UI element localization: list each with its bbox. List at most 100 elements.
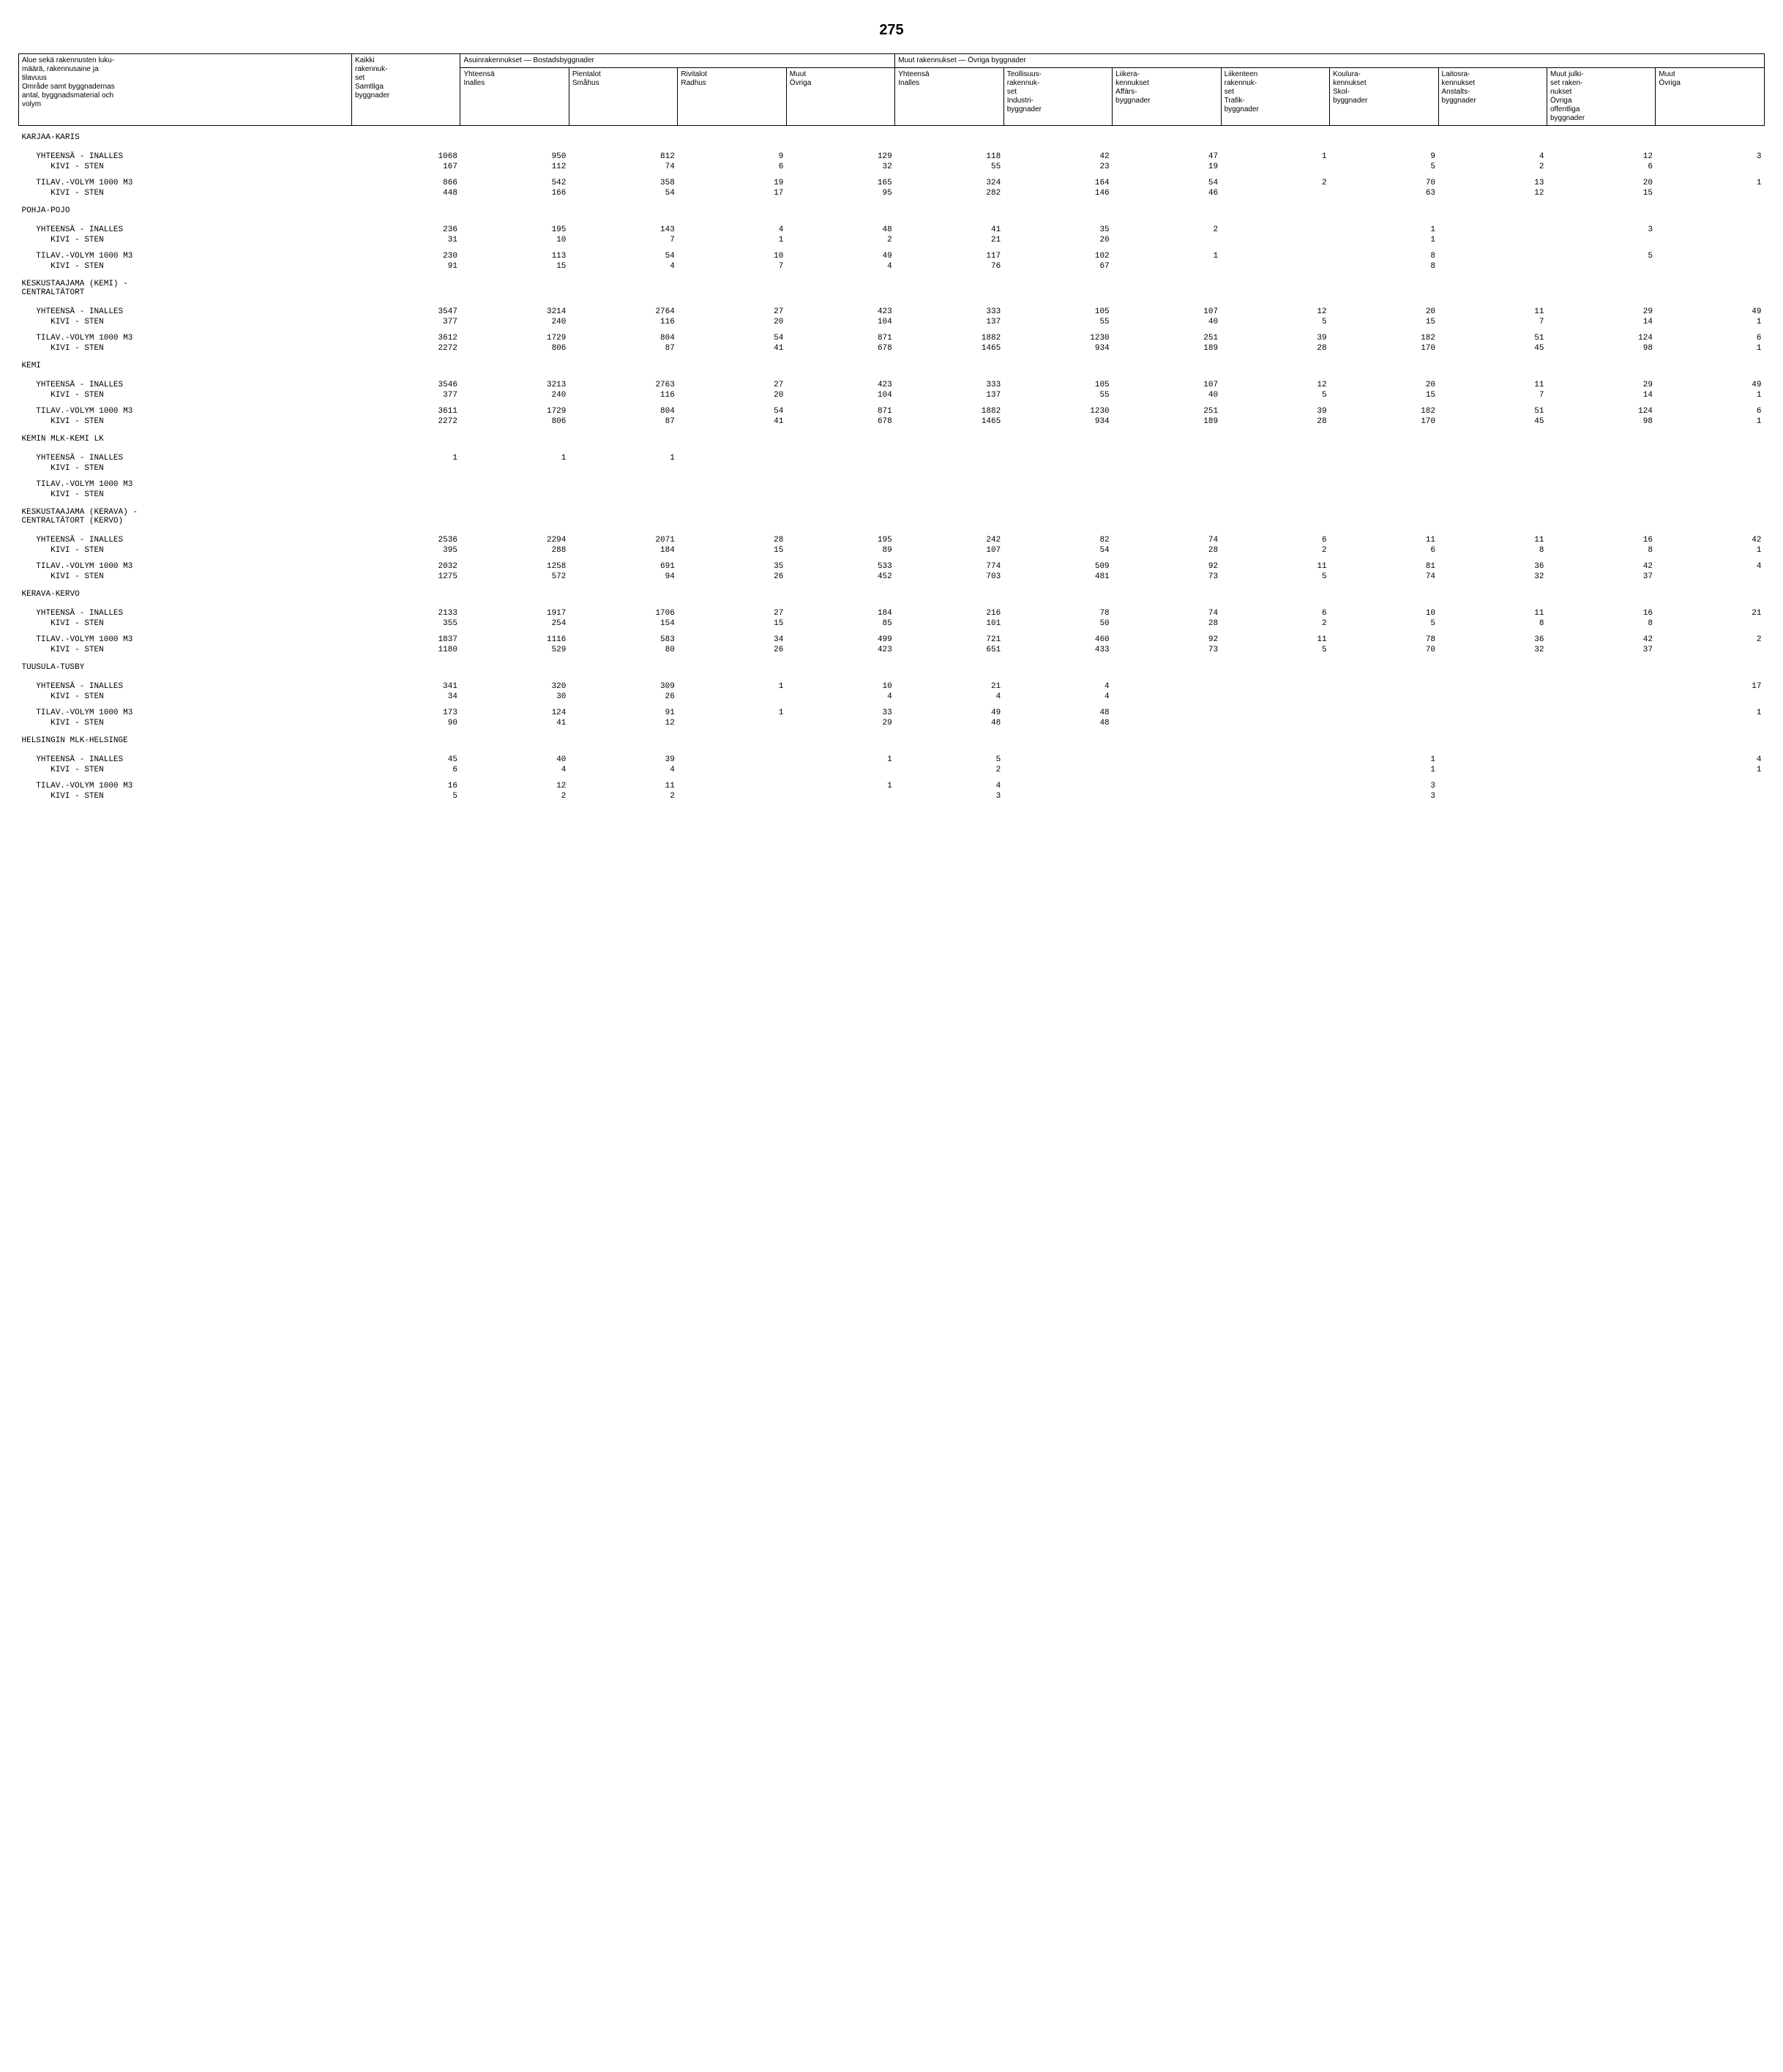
cell: 82 [1003, 530, 1112, 545]
row-label: TILAV.-VOLYM 1000 M3 [19, 173, 352, 188]
cell: 32 [1438, 572, 1547, 583]
cell: 542 [460, 173, 569, 188]
cell: 3612 [351, 328, 460, 343]
table-row: KIVI - STEN3772401162010413755405157141 [19, 390, 1765, 401]
cell: 341 [351, 676, 460, 692]
cell: 2272 [351, 343, 460, 354]
section-title: KESKUSTAAJAMA (KERAVA) - CENTRALTÄTORT (… [19, 501, 1765, 530]
table-row: KIVI - STEN16711274632552319526 [19, 162, 1765, 173]
cell: 3547 [351, 302, 460, 317]
row-label: KIVI - STEN [19, 545, 352, 556]
table-row: KIVI - STEN44816654179528214646631215 [19, 188, 1765, 199]
cell: 80 [569, 645, 677, 656]
cell: 37 [1547, 645, 1655, 656]
cell: 12 [1547, 146, 1655, 162]
cell: 4 [678, 220, 786, 235]
cell [1113, 718, 1221, 729]
row-label: KIVI - STEN [19, 390, 352, 401]
cell: 16 [351, 776, 460, 791]
row-label: KIVI - STEN [19, 618, 352, 629]
cell: 804 [569, 328, 677, 343]
cell: 934 [1003, 416, 1112, 427]
table-row: KIVI - STEN22728068741678146593418928170… [19, 416, 1765, 427]
cell: 48 [1003, 703, 1112, 718]
cell: 6 [1330, 545, 1438, 556]
cell [1547, 490, 1655, 501]
cell: 1 [1656, 545, 1765, 556]
cell: 74 [1113, 530, 1221, 545]
cell [1438, 474, 1547, 490]
cell: 42 [1003, 146, 1112, 162]
cell: 1 [1330, 765, 1438, 776]
row-label: TILAV.-VOLYM 1000 M3 [19, 474, 352, 490]
cell: 16 [1547, 603, 1655, 618]
cell: 70 [1330, 173, 1438, 188]
cell: 804 [569, 401, 677, 416]
cell: 154 [569, 618, 677, 629]
cell: 14 [1547, 317, 1655, 328]
cell [1438, 246, 1547, 261]
cell: 27 [678, 603, 786, 618]
cell: 40 [460, 749, 569, 765]
section-title-row: POHJA-POJO [19, 199, 1765, 220]
cell: 1 [1330, 235, 1438, 246]
cell: 39 [1221, 328, 1329, 343]
cell [1003, 490, 1112, 501]
cell: 12 [460, 776, 569, 791]
cell: 2536 [351, 530, 460, 545]
header-b3: Liikera- kennukset Affärs- byggnader [1113, 68, 1221, 126]
row-label: TILAV.-VOLYM 1000 M3 [19, 703, 352, 718]
cell [1656, 645, 1765, 656]
cell: 124 [1547, 328, 1655, 343]
cell [1547, 448, 1655, 463]
cell: 70 [1330, 645, 1438, 656]
cell: 21 [895, 235, 1003, 246]
row-label: YHTEENSÄ - INALLES [19, 530, 352, 545]
cell: 87 [569, 343, 677, 354]
cell [1330, 490, 1438, 501]
cell: 1 [786, 749, 894, 765]
cell: 3546 [351, 375, 460, 390]
table-row: TILAV.-VOLYM 1000 M336121729804548711882… [19, 328, 1765, 343]
header-group-residential: Asuinrakennukset — Bostadsbyggnader [460, 54, 895, 68]
cell: 189 [1113, 343, 1221, 354]
cell: 678 [786, 416, 894, 427]
cell: 34 [351, 692, 460, 703]
cell [1330, 718, 1438, 729]
cell: 12 [1221, 302, 1329, 317]
cell: 6 [1547, 162, 1655, 173]
section-title-row: KESKUSTAAJAMA (KEMI) - CENTRALTÄTORT [19, 272, 1765, 302]
cell: 4 [895, 776, 1003, 791]
cell [1221, 246, 1329, 261]
cell: 288 [460, 545, 569, 556]
cell: 42 [1547, 556, 1655, 572]
cell: 230 [351, 246, 460, 261]
cell: 806 [460, 416, 569, 427]
cell: 10 [460, 235, 569, 246]
cell [460, 463, 569, 474]
header-a1: Yhteensä Inalles [460, 68, 569, 126]
row-label: KIVI - STEN [19, 317, 352, 328]
cell: 87 [569, 416, 677, 427]
cell: 377 [351, 317, 460, 328]
cell: 32 [1438, 645, 1547, 656]
cell: 529 [460, 645, 569, 656]
table-row: KIVI - STEN [19, 490, 1765, 501]
cell: 3214 [460, 302, 569, 317]
cell [1113, 765, 1221, 776]
cell [1656, 448, 1765, 463]
cell: 28 [1221, 343, 1329, 354]
cell: 189 [1113, 416, 1221, 427]
cell [1547, 718, 1655, 729]
cell [1656, 188, 1765, 199]
cell [1003, 776, 1112, 791]
cell: 137 [895, 390, 1003, 401]
section-title-row: KEMI [19, 354, 1765, 375]
cell [1656, 776, 1765, 791]
cell: 55 [895, 162, 1003, 173]
cell: 3611 [351, 401, 460, 416]
cell: 48 [1003, 718, 1112, 729]
cell: 950 [460, 146, 569, 162]
cell: 3 [895, 791, 1003, 802]
section-title: KERAVA-KERVO [19, 583, 1765, 603]
